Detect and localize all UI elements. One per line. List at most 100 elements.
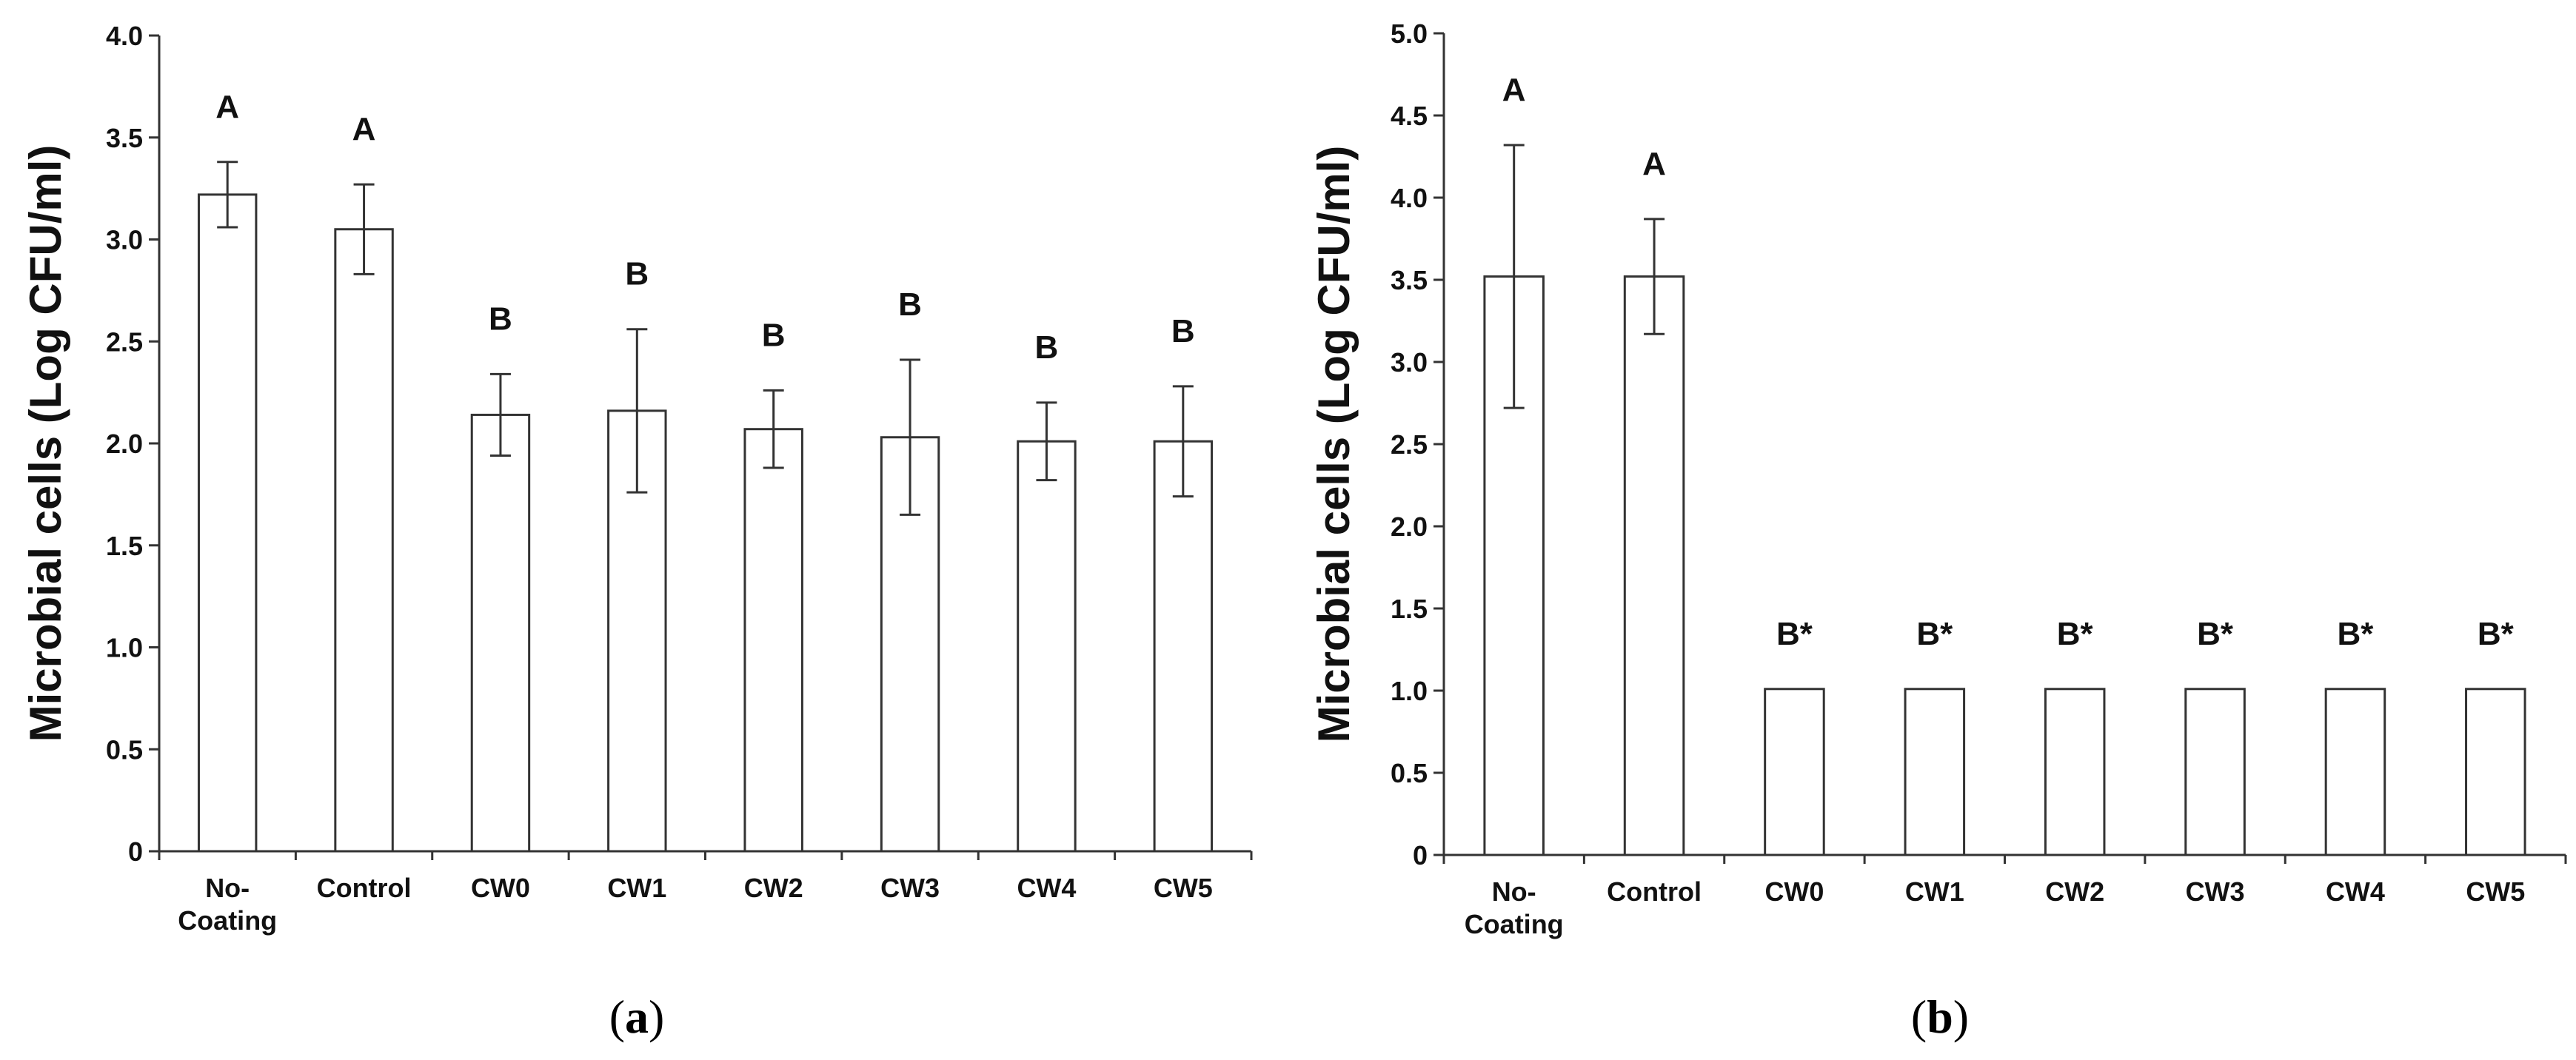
bar xyxy=(2324,688,2386,856)
x-category-label: No-Coating xyxy=(1465,876,1564,939)
y-axis-title: Microbial cells (Log CFU/ml) xyxy=(1309,146,1359,743)
error-bar xyxy=(1036,401,1057,482)
y-tick-label: 2.5 xyxy=(106,326,143,357)
bar xyxy=(743,428,803,853)
x-category-label: CW2 xyxy=(2045,876,2104,907)
bar xyxy=(2465,688,2526,856)
x-category-label: CW3 xyxy=(880,873,940,903)
y-tick-label: 4.0 xyxy=(1391,183,1428,213)
y-tick-label: 2.0 xyxy=(1391,511,1428,542)
bar xyxy=(470,413,531,853)
x-category-label-line: Control xyxy=(1607,876,1702,907)
x-category-label: CW5 xyxy=(1154,873,1213,903)
error-bar xyxy=(900,358,921,516)
x-category-label: CW1 xyxy=(607,873,666,903)
x-category-label: CW4 xyxy=(2326,876,2385,907)
y-tick-label: 1.5 xyxy=(106,531,143,561)
significance-label: B* xyxy=(1776,616,1813,652)
x-category-label-line: Coating xyxy=(178,905,277,936)
x-category-label: Control xyxy=(1607,876,1702,907)
x-category-label-line: CW2 xyxy=(744,873,803,903)
y-tick-label: 2.0 xyxy=(106,429,143,459)
y-tick-label: 0 xyxy=(1413,840,1428,871)
significance-label: A xyxy=(215,89,239,125)
y-tick-label: 1.0 xyxy=(1391,676,1428,706)
chart-panel-a: 0 0.5 1.0 1.5 2.0 2.5 3.0 3.5 4.0 Microbial cells… xyxy=(21,21,1253,1043)
x-category-label: CW0 xyxy=(1764,876,1824,907)
y-tick-label: 0.5 xyxy=(1391,758,1428,788)
x-category-label-line: CW1 xyxy=(607,873,666,903)
x-category-label: CW2 xyxy=(744,873,803,903)
error-bar xyxy=(1644,218,1665,335)
x-category-label-line: CW2 xyxy=(2045,876,2104,907)
y-tick-label: 3.0 xyxy=(106,225,143,255)
bar xyxy=(1017,440,1077,853)
x-category-label: CW1 xyxy=(1905,876,1964,907)
bar xyxy=(1904,688,1966,856)
significance-label: B xyxy=(625,256,649,292)
y-tick-label: 2.5 xyxy=(1391,429,1428,460)
x-category-label-line: Control xyxy=(317,873,412,903)
caption-paren-open: ( xyxy=(609,990,625,1043)
x-category-label: No-Coating xyxy=(178,873,277,936)
x-category-label-line: CW1 xyxy=(1905,876,1964,907)
y-tick-label: 4.5 xyxy=(1391,101,1428,131)
x-category-label-line: CW4 xyxy=(2326,876,2385,907)
y-tick-label: 3.0 xyxy=(1391,347,1428,378)
caption-letter: b xyxy=(1927,990,1953,1043)
panel-caption: (b) xyxy=(1911,990,1969,1043)
x-category-label-line: CW5 xyxy=(1154,873,1213,903)
significance-label: B xyxy=(1035,329,1059,366)
significance-label: B* xyxy=(2197,616,2234,652)
significance-label: B xyxy=(489,301,512,337)
x-category-label: CW3 xyxy=(2186,876,2245,907)
x-category-label-line: CW4 xyxy=(1017,873,1076,903)
error-bar xyxy=(217,161,238,229)
x-category-label-line: No- xyxy=(205,873,250,903)
caption-paren-open: ( xyxy=(1911,990,1927,1043)
caption-letter: a xyxy=(625,990,649,1043)
error-bar xyxy=(1172,385,1194,498)
bar xyxy=(334,228,394,853)
significance-label: B xyxy=(898,286,922,323)
bar xyxy=(2044,688,2106,856)
x-category-label-line: CW0 xyxy=(1764,876,1824,907)
significance-label: A xyxy=(1502,72,1526,108)
panel-caption: (a) xyxy=(609,990,665,1043)
error-bar xyxy=(353,183,375,275)
x-category-label-line: CW3 xyxy=(880,873,940,903)
x-category-label-line: CW0 xyxy=(471,873,530,903)
x-category-label: Control xyxy=(317,873,412,903)
bar xyxy=(1623,275,1685,856)
y-tick-label: 0.5 xyxy=(106,734,143,765)
bar xyxy=(1153,440,1214,853)
x-category-label-line: No- xyxy=(1492,876,1536,907)
significance-label: A xyxy=(352,111,376,147)
caption-paren-close: ) xyxy=(649,990,664,1043)
y-tick-label: 4.0 xyxy=(106,21,143,51)
caption-paren-close: ) xyxy=(1953,990,1969,1043)
x-category-label-line: CW3 xyxy=(2186,876,2245,907)
bar xyxy=(197,193,258,853)
y-tick-label: 1.0 xyxy=(106,633,143,663)
error-bar xyxy=(489,372,511,457)
y-tick-label: 5.0 xyxy=(1391,19,1428,49)
x-category-label: CW0 xyxy=(471,873,530,903)
significance-label: B* xyxy=(2478,616,2515,652)
error-bar xyxy=(763,389,784,469)
x-category-label-line: CW5 xyxy=(2466,876,2525,907)
y-axis-title: Microbial cells (Log CFU/ml) xyxy=(21,145,70,742)
significance-label: B xyxy=(1171,313,1195,349)
significance-label: B* xyxy=(2337,616,2374,652)
significance-label: A xyxy=(1642,146,1666,182)
bar xyxy=(1764,688,1825,856)
significance-label: B xyxy=(762,317,786,353)
y-tick-label: 3.5 xyxy=(106,123,143,153)
error-bar xyxy=(1503,144,1525,409)
bar xyxy=(2184,688,2246,856)
y-tick-label: 0 xyxy=(128,836,143,867)
error-bar xyxy=(626,328,648,494)
y-tick-label: 3.5 xyxy=(1391,265,1428,295)
chart-panel-b: 0 0.5 1.0 1.5 2.0 2.5 3.0 3.5 4.0 4.5 5.0 Microbial… xyxy=(1309,19,2567,1043)
